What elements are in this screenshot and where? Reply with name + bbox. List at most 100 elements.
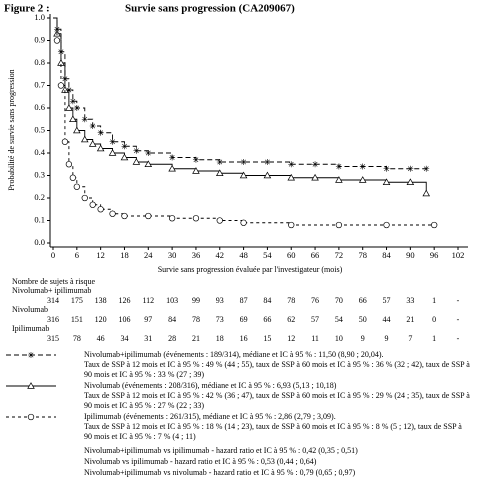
risk-count: 66 [359, 296, 367, 305]
chart-title: Survie sans progression (CA209067) [125, 3, 295, 15]
risk-count: 316 [47, 315, 59, 324]
risk-count: 175 [71, 296, 83, 305]
censor-marker [89, 123, 96, 129]
risk-count: 151 [71, 315, 83, 324]
censor-marker [311, 173, 319, 181]
x-tick-label: 18 [120, 250, 129, 260]
legend-text: 90 mois et IC à 95 % : 33 % (27 ; 39) [84, 370, 204, 379]
censor-marker [133, 147, 140, 154]
risk-count: 46 [97, 334, 105, 343]
censor-marker [335, 163, 342, 170]
y-axis-label: Probabilité de survie sans progression [7, 69, 16, 190]
censor-marker [96, 144, 105, 152]
risk-count: 66 [263, 315, 271, 324]
legend-text: Taux de SSP à 12 mois et IC à 95 % : 49 … [84, 360, 470, 369]
risk-count: 9 [361, 334, 365, 343]
censor-marker [88, 140, 97, 147]
censor-marker [120, 153, 129, 161]
censor-marker [239, 171, 248, 179]
censor-marker [422, 189, 431, 197]
risk-row-label: Nivolumab [12, 305, 48, 314]
censor-marker [215, 169, 224, 176]
censor-marker [97, 206, 104, 213]
risk-count: 73 [216, 315, 224, 324]
risk-count: 93 [216, 296, 224, 305]
risk-count: 70 [335, 296, 343, 305]
y-tick-label: 0.1 [34, 214, 45, 224]
risk-count: 76 [311, 296, 319, 305]
y-tick-label: 0.3 [34, 169, 45, 179]
y-tick-label: 0.5 [34, 124, 45, 134]
x-tick-label: 6 [75, 250, 79, 260]
risk-row-label: Ipilimumab [12, 324, 49, 333]
risk-count: 314 [47, 296, 59, 305]
censor-marker [288, 161, 295, 168]
risk-count: 57 [383, 296, 391, 305]
censor-marker [144, 160, 153, 167]
censor-marker [358, 176, 367, 183]
censor-marker [383, 221, 390, 229]
risk-count: 57 [311, 315, 319, 324]
censor-marker [109, 210, 116, 217]
censor-marker [288, 221, 295, 229]
risk-count: 78 [73, 334, 81, 343]
risk-count: 33 [406, 296, 414, 305]
censor-marker [192, 156, 199, 163]
risk-count: 138 [95, 296, 107, 305]
y-tick-label: 0.8 [34, 57, 45, 67]
censor-marker [145, 212, 152, 220]
censor-marker [169, 154, 176, 161]
legend-text: 90 mois et IC à 95 % : 27 % (22 ; 33) [84, 401, 204, 410]
km-curve [53, 17, 427, 194]
x-tick-label: 102 [452, 250, 465, 260]
censor-marker [61, 138, 69, 145]
risk-count: 54 [335, 315, 343, 324]
risk-count: 10 [335, 334, 343, 343]
censor-marker [264, 159, 271, 165]
risk-count: 69 [240, 315, 248, 324]
censor-marker [65, 104, 73, 111]
censor-marker [121, 212, 128, 220]
risk-count: - [457, 296, 460, 305]
censor-marker [81, 194, 88, 202]
legend-text: Nivolumab+ipilimumab (événements : 189/3… [84, 350, 384, 359]
censor-marker [65, 161, 73, 168]
x-tick-label: 84 [382, 250, 391, 260]
risk-count: 1 [432, 296, 436, 305]
x-tick-label: 90 [406, 250, 415, 260]
risk-count: 0 [432, 315, 436, 324]
risk-count: 120 [95, 315, 107, 324]
censor-marker [216, 217, 223, 224]
y-tick-label: 0.6 [34, 102, 45, 112]
risk-count: 15 [263, 334, 271, 343]
risk-row-label: Nivolumab+ ipilimumab [12, 286, 91, 295]
legend-text: Ipilimumab (événements : 261/315), média… [84, 412, 336, 421]
censor-marker [89, 201, 96, 208]
x-tick-label: 30 [168, 250, 177, 260]
x-tick-label: 42 [216, 250, 225, 260]
km-curve [53, 17, 427, 170]
risk-count: 44 [383, 315, 391, 324]
x-tick-label: 36 [192, 250, 201, 260]
censor-marker [145, 150, 152, 156]
x-tick-label: 0 [51, 250, 55, 260]
censor-marker [431, 221, 438, 229]
x-tick-label: 72 [335, 250, 344, 260]
y-tick-label: 0.2 [34, 192, 45, 202]
risk-count: 78 [192, 315, 200, 324]
censor-marker [132, 158, 141, 165]
censor-marker [53, 37, 61, 44]
y-tick-label: 0.9 [34, 34, 45, 44]
risk-count: 84 [263, 296, 271, 305]
censor-marker [312, 161, 319, 168]
x-tick-label: 60 [287, 250, 296, 260]
risk-count: 50 [359, 315, 367, 324]
legend-text: 90 mois et IC à 95 % : 7 % (4 ; 11) [84, 432, 196, 441]
risk-count: 103 [166, 296, 178, 305]
censor-marker [192, 215, 200, 222]
risk-count: 9 [385, 334, 389, 343]
x-axis-label: Survie sans progression évaluée par l'in… [158, 265, 343, 274]
legend-marker [27, 413, 35, 421]
censor-marker [407, 165, 414, 172]
x-tick-label: 66 [311, 250, 320, 260]
